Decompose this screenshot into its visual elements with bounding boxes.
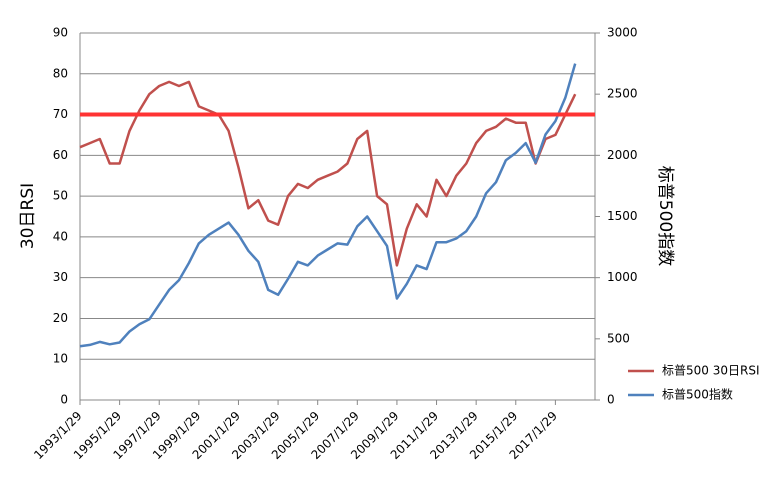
y-tick-label: 50 <box>53 189 68 203</box>
y2-tick-label: 1500 <box>607 209 638 223</box>
y-axis-title: 30日RSI <box>18 183 38 249</box>
y-tick-label: 80 <box>53 66 68 80</box>
y-tick-label: 10 <box>53 352 68 366</box>
series-line <box>79 63 577 348</box>
y2-tick-label: 2500 <box>607 87 638 101</box>
y2-tick-label: 2000 <box>607 148 638 162</box>
y-tick-label: 60 <box>53 148 68 162</box>
y-tick-label: 90 <box>53 26 68 40</box>
y2-tick-label: 1000 <box>607 270 638 284</box>
series-line <box>79 80 577 267</box>
legend-label: 标普500 30日RSI <box>662 364 759 378</box>
y2-tick-label: 3000 <box>607 26 638 40</box>
y2-axis-title: 标普500指数 <box>655 166 675 266</box>
y-tick-label: 20 <box>53 311 68 325</box>
y2-tick-label: 0 <box>607 393 615 407</box>
y-tick-label: 40 <box>53 229 68 243</box>
y2-tick-label: 500 <box>607 331 630 345</box>
legend-label: 标普500指数 <box>662 387 733 402</box>
y-tick-label: 70 <box>53 107 68 121</box>
y-tick-label: 0 <box>60 393 68 407</box>
y-tick-label: 30 <box>53 270 68 284</box>
